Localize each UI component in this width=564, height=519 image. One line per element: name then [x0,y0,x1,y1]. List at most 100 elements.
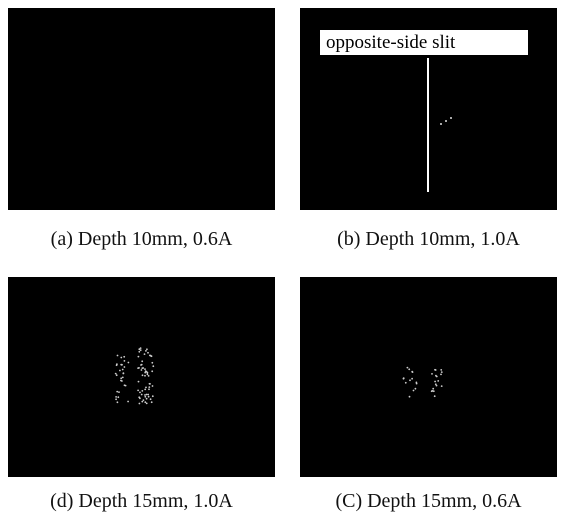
spot [138,381,140,383]
spot [152,385,154,387]
spot [416,382,418,384]
spot [408,368,410,370]
spot [139,403,141,405]
spot [412,371,414,373]
spot [437,380,439,382]
spot [405,382,407,384]
spot [117,396,119,398]
spot [152,365,154,367]
spot [144,389,146,391]
spot [120,377,122,379]
spot [119,370,121,372]
spot [144,353,146,355]
spot [148,386,150,388]
spot [432,390,434,392]
spot [115,398,117,400]
spot [121,364,123,366]
spot [124,366,126,368]
spot [122,377,124,379]
spot [143,399,145,401]
spot [435,375,437,377]
spot [150,355,152,357]
spot [440,369,442,371]
spot [137,390,139,392]
spot [440,374,442,376]
spot [117,355,119,357]
spot [149,383,151,385]
spot [407,367,409,369]
spot [415,388,417,390]
spot [144,396,146,398]
caption: (C) Depth 15mm, 0.6A [300,490,557,513]
spot [138,351,140,353]
annotation-label: opposite-side slit [320,30,528,55]
spot [147,373,149,375]
spot [151,362,153,364]
spot [146,398,148,400]
spot [123,356,125,358]
spot [150,398,152,400]
spot [409,396,411,398]
figure: opposite-side slit (a) Depth 10mm, 0.6A … [0,0,564,519]
image-content [0,0,564,519]
caption: (d) Depth 15mm, 1.0A [8,490,275,513]
spot [151,370,153,372]
spot [434,381,436,383]
spot [411,378,413,380]
spot [141,401,143,403]
spot [151,401,153,403]
spot [122,369,124,371]
spot [138,367,140,369]
spot [145,350,147,352]
spot [118,391,120,393]
spot [144,375,146,377]
spot [441,371,443,373]
spot [144,368,146,370]
spot [144,401,146,403]
spot [139,392,141,394]
spot [115,396,117,398]
spot [146,371,148,373]
spot [138,356,140,358]
spot [146,394,148,396]
spot [115,373,117,375]
spot [147,394,149,396]
spot [116,374,118,376]
spot [141,367,143,369]
spot [140,347,142,349]
caption: (b) Depth 10mm, 1.0A [300,228,557,251]
spot [434,395,436,397]
spot [152,395,154,397]
spot [436,385,438,387]
spot [141,360,143,362]
spot [144,394,146,396]
spot [148,375,150,377]
spot [145,387,147,389]
spot [116,391,118,393]
spot [450,117,452,119]
spot [141,369,143,371]
caption: (a) Depth 10mm, 0.6A [8,228,275,251]
spot [441,385,443,387]
spot [148,396,150,398]
spot [120,357,122,359]
spot [116,363,118,365]
spot [127,401,129,403]
spot [409,379,411,381]
spot [403,378,405,380]
spot [141,394,143,396]
spot [413,390,415,392]
spot [146,403,148,405]
spot [431,373,433,375]
spot [146,348,148,350]
spot [445,120,447,122]
spot [120,380,122,382]
spot [141,390,143,392]
spot [124,360,126,362]
spot [435,369,437,371]
spot [127,362,129,364]
spot [117,401,119,403]
spot [440,123,442,125]
spot [148,388,150,390]
spot [124,384,126,386]
